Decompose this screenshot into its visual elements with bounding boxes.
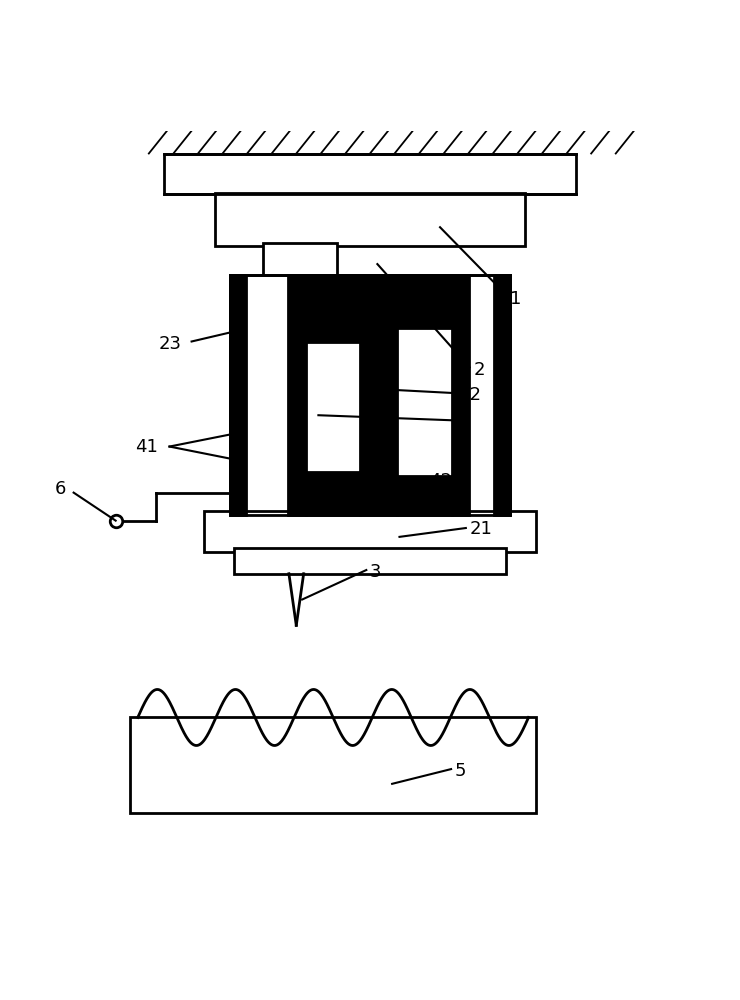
Text: 2: 2 (473, 361, 485, 379)
Bar (215, 193, 525, 246)
Text: 42: 42 (429, 472, 452, 490)
Text: 23: 23 (159, 335, 182, 353)
Text: 5: 5 (455, 762, 466, 780)
Bar (451, 275, 469, 515)
Text: 3: 3 (370, 563, 382, 581)
Text: 22: 22 (459, 386, 482, 404)
Bar (306, 275, 360, 342)
Bar (234, 548, 506, 574)
Bar (130, 717, 536, 813)
Bar (230, 275, 246, 515)
Bar (397, 275, 451, 515)
Text: 4: 4 (459, 414, 470, 432)
Text: 41: 41 (135, 438, 158, 456)
Bar (306, 472, 360, 515)
Bar (263, 243, 337, 279)
Bar (204, 511, 536, 552)
Text: 1: 1 (510, 290, 522, 308)
Bar (306, 275, 360, 515)
Bar (230, 275, 510, 515)
Bar (289, 275, 306, 515)
Bar (494, 275, 510, 515)
Bar (397, 476, 451, 515)
Bar (397, 275, 451, 328)
Text: 6: 6 (55, 480, 67, 498)
Bar (164, 154, 576, 194)
Text: 21: 21 (469, 520, 492, 538)
Bar (230, 275, 510, 515)
Bar (360, 275, 397, 515)
